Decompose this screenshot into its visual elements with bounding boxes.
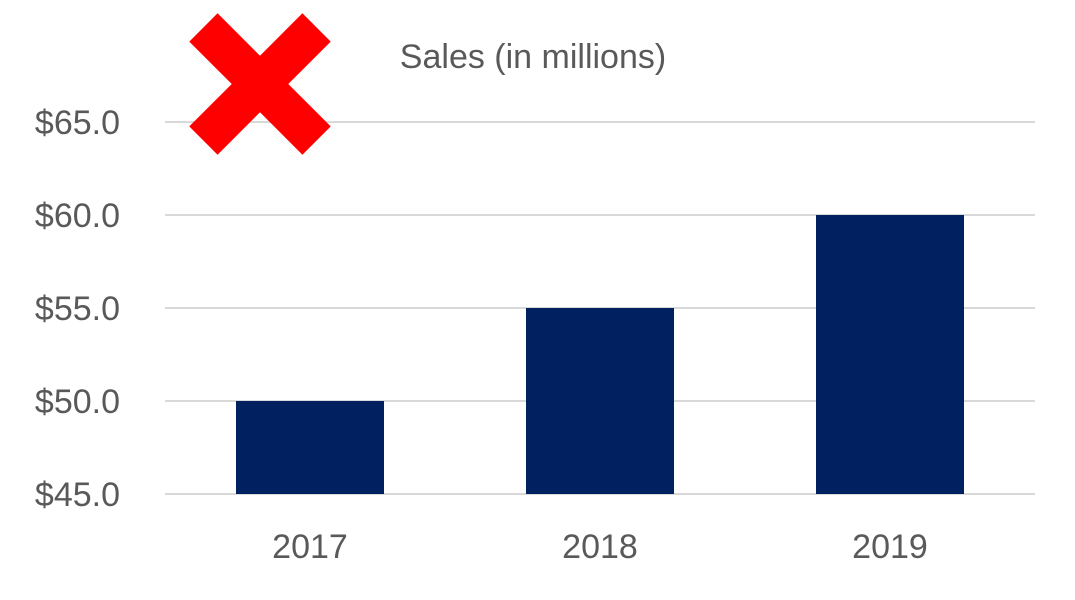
red-x-stroke-2 [189, 13, 331, 155]
x-axis-ticks: 2017 2018 2019 [272, 528, 928, 566]
chart-title: Sales (in millions) [400, 38, 666, 76]
x-tick-label: 2019 [852, 528, 928, 566]
y-tick-label: $50.0 [35, 383, 120, 421]
x-tick-label: 2017 [272, 528, 348, 566]
y-axis-ticks: $45.0 $50.0 $55.0 $60.0 $65.0 [35, 104, 120, 514]
red-x-icon [189, 13, 331, 155]
y-tick-label: $55.0 [35, 290, 120, 328]
bars [236, 215, 964, 494]
bar-2018 [526, 308, 674, 494]
y-tick-label: $45.0 [35, 476, 120, 514]
y-tick-label: $65.0 [35, 104, 120, 142]
bar-2017 [236, 401, 384, 494]
y-tick-label: $60.0 [35, 197, 120, 235]
x-tick-label: 2018 [562, 528, 638, 566]
bar-2019 [816, 215, 964, 494]
